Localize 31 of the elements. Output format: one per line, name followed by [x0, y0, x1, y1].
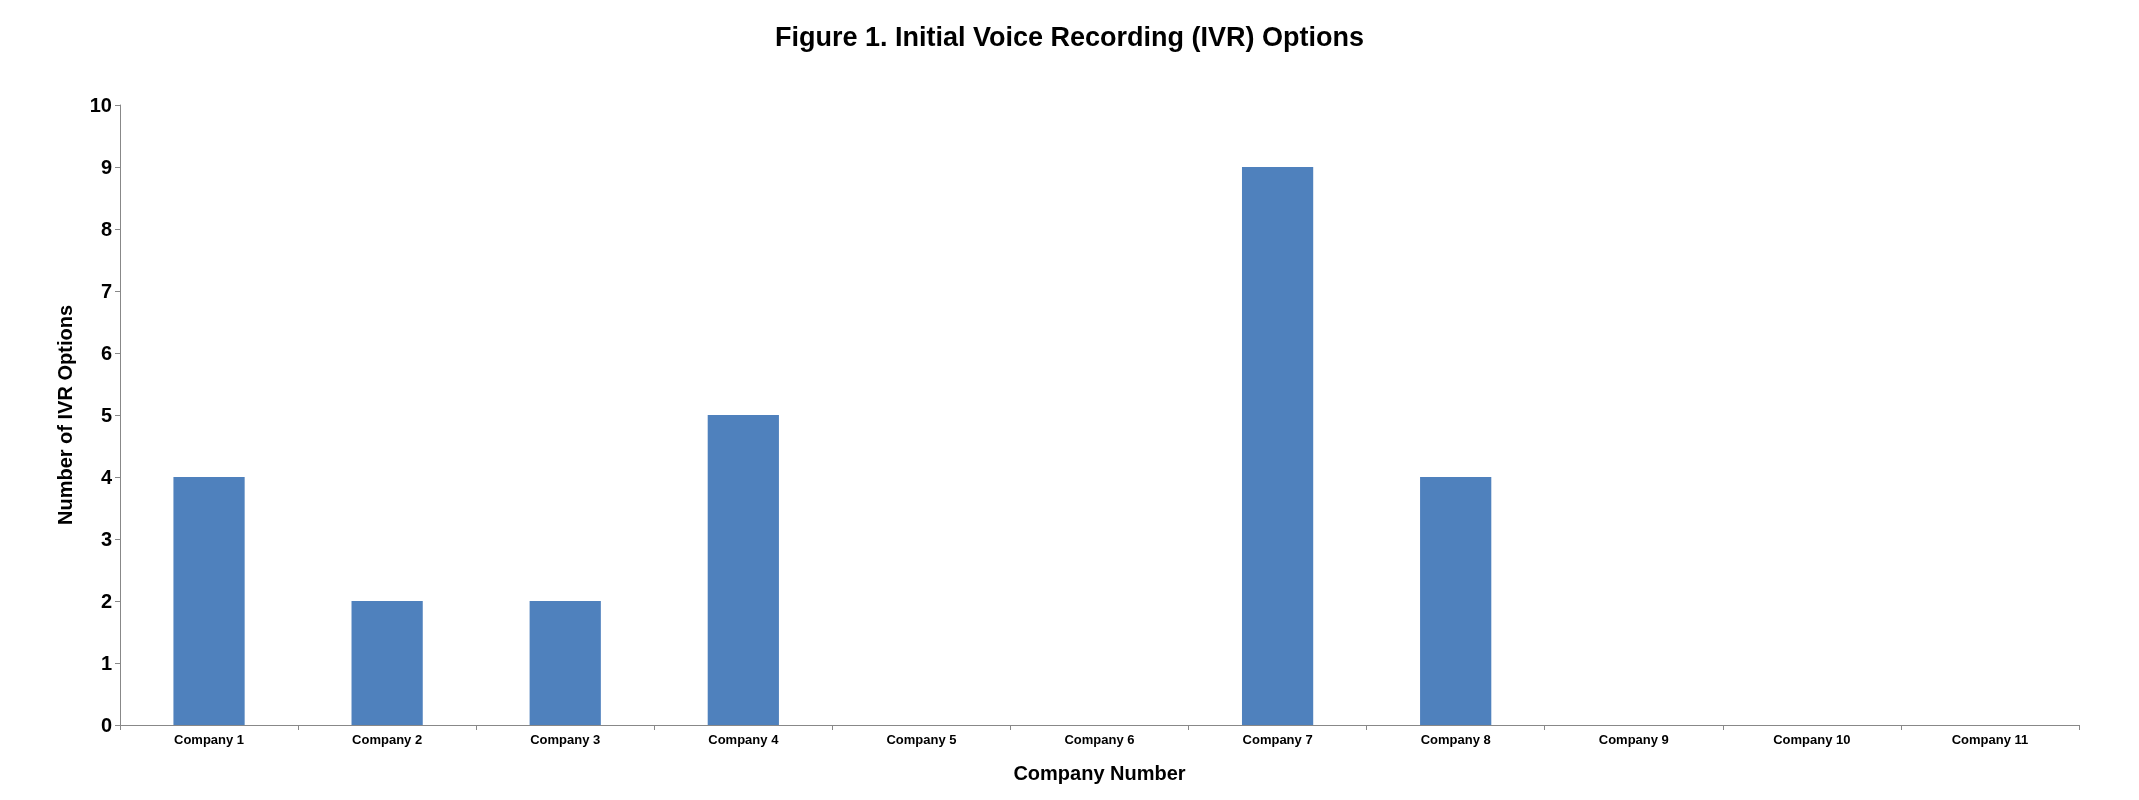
y-tick-label: 10	[89, 94, 112, 116]
bar	[1420, 477, 1492, 725]
bar	[351, 601, 423, 725]
y-tick-label: 6	[100, 342, 112, 364]
y-tick-label: 0	[100, 714, 112, 736]
y-tick-label: 4	[100, 466, 113, 488]
x-tick-label: Company 4	[708, 732, 780, 747]
x-tick-label: Company 8	[1420, 732, 1491, 747]
x-axis-title: Company Number	[1013, 762, 1186, 784]
y-tick-label: 9	[100, 156, 112, 178]
y-tick-label: 1	[100, 652, 112, 674]
bar	[173, 477, 245, 725]
bar	[707, 415, 779, 725]
y-tick-label: 7	[100, 280, 112, 302]
y-tick-label: 3	[100, 528, 112, 550]
y-axis-title: Number of IVR Options	[54, 305, 76, 525]
x-tick-label: Company 7	[1242, 732, 1313, 747]
x-tick-label: Company 3	[530, 732, 601, 747]
x-tick-label: Company 9	[1598, 732, 1669, 747]
bar	[529, 601, 601, 725]
x-tick-label: Company 11	[1951, 732, 2029, 747]
y-tick-label: 2	[100, 590, 112, 612]
bar	[1241, 167, 1314, 725]
chart-title: Figure 1. Initial Voice Recording (IVR) Options	[774, 21, 1365, 52]
x-tick-label: Company 6	[1064, 732, 1135, 747]
y-tick-label: 8	[100, 218, 112, 240]
x-tick-label: Company 1	[174, 732, 245, 747]
x-tick-label: Company 5	[886, 732, 957, 747]
y-tick-label: 5	[100, 404, 112, 426]
x-tick-label: Company 10	[1773, 732, 1851, 747]
x-tick-label: Company 2	[352, 732, 423, 747]
